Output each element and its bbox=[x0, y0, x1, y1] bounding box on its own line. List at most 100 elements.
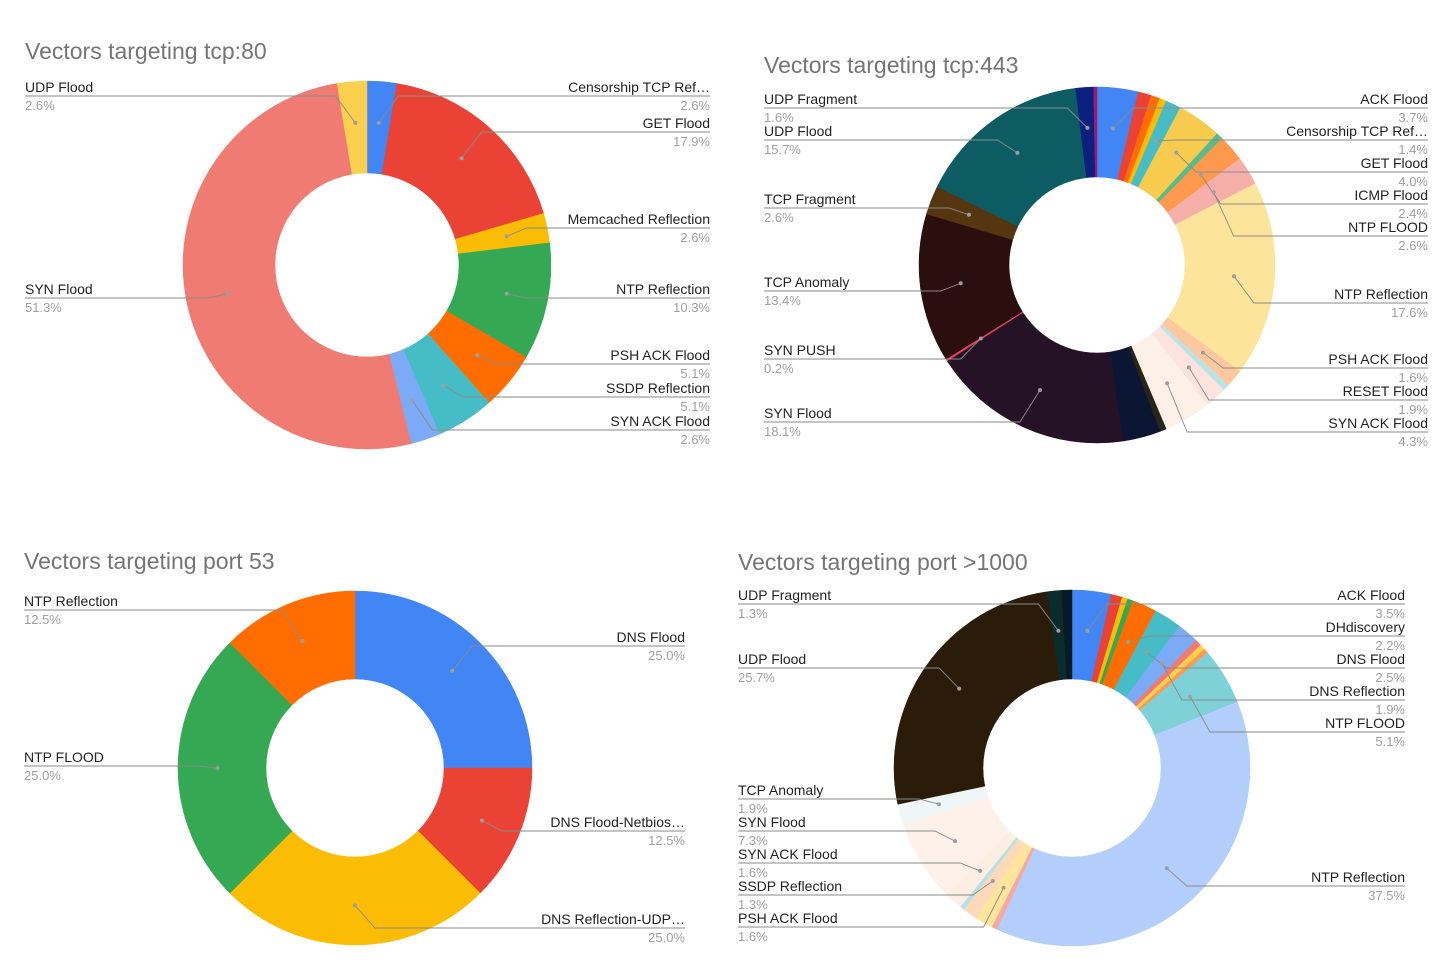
chart-title: Vectors targeting port >1000 bbox=[738, 549, 1028, 575]
slice-value: 1.3% bbox=[738, 897, 768, 912]
slice-label: TCP Anomaly bbox=[738, 782, 823, 798]
slice-value: 2.2% bbox=[1375, 638, 1405, 653]
slice-label: UDP Fragment bbox=[764, 91, 857, 107]
leader-line bbox=[764, 282, 961, 292]
leader-dot bbox=[1164, 866, 1169, 871]
leader-dot bbox=[958, 281, 963, 286]
slice-syn-flood bbox=[946, 312, 1124, 444]
leader-dot bbox=[1111, 126, 1116, 131]
leader-dot bbox=[410, 398, 415, 403]
leader-dot bbox=[1085, 125, 1090, 130]
leader-line bbox=[764, 139, 1018, 154]
slice-label: SSDP Reflection bbox=[606, 380, 710, 396]
slice-label: ICMP Flood bbox=[1354, 187, 1428, 203]
slice-udp-flood bbox=[336, 80, 368, 175]
leader-line bbox=[443, 385, 710, 398]
leader-line bbox=[738, 667, 960, 689]
leader-line bbox=[411, 399, 710, 431]
leader-line bbox=[738, 880, 994, 896]
slice-value: 12.5% bbox=[648, 833, 685, 848]
leader-dot bbox=[504, 291, 509, 296]
chart-tcp80: Vectors targeting tcp:80 Censorship TCP … bbox=[0, 0, 720, 483]
slice-value: 1.6% bbox=[764, 110, 794, 125]
slice-value: 51.3% bbox=[25, 300, 62, 315]
slice-label: RESET Flood bbox=[1343, 383, 1428, 399]
slice-ntp-flood bbox=[177, 642, 293, 894]
slice-segment-21 bbox=[1061, 589, 1073, 680]
leader-dot bbox=[353, 903, 357, 908]
leader-dot bbox=[441, 383, 446, 388]
slice-label: UDP Flood bbox=[738, 651, 806, 667]
slice-value: 2.4% bbox=[1398, 206, 1428, 221]
leader-line bbox=[506, 293, 710, 299]
chart-title: Vectors targeting tcp:80 bbox=[25, 38, 267, 64]
leader-line bbox=[764, 338, 982, 360]
leader-dot bbox=[225, 291, 230, 296]
slice-label: DNS Flood-Netbios… bbox=[550, 814, 685, 830]
slice-label: GET Flood bbox=[643, 115, 710, 131]
leader-dot bbox=[953, 839, 958, 844]
donut-chart-port53: DNS Flood 25.0% DNS Flood-Netbios… 12.5% DNS… bbox=[24, 590, 685, 946]
leader-dot bbox=[1165, 381, 1170, 386]
slice-value: 7.3% bbox=[738, 833, 768, 848]
leader-dot bbox=[1144, 649, 1149, 654]
slice-label: PSH ACK Flood bbox=[610, 347, 710, 363]
leader-line bbox=[1213, 192, 1428, 237]
slice-value: 1.6% bbox=[1398, 370, 1428, 385]
leader-line bbox=[1155, 139, 1428, 142]
slice-ntp-reflection bbox=[1167, 183, 1276, 372]
leader-dot bbox=[504, 234, 509, 239]
slice-ntp-reflection bbox=[996, 701, 1251, 947]
leader-dot bbox=[936, 802, 941, 807]
slice-value: 4.3% bbox=[1398, 434, 1428, 449]
slice-value: 15.7% bbox=[764, 142, 801, 157]
slice-value: 1.9% bbox=[1398, 402, 1428, 417]
slice-value: 5.1% bbox=[680, 399, 710, 414]
leader-line bbox=[1146, 651, 1405, 669]
slice-label: SYN ACK Flood bbox=[738, 846, 838, 862]
slice-value: 2.5% bbox=[1375, 670, 1405, 685]
leader-line bbox=[378, 95, 710, 124]
slice-value: 5.1% bbox=[1375, 734, 1405, 749]
slice-label: NTP Reflection bbox=[24, 593, 118, 609]
leader-dot bbox=[479, 818, 484, 823]
leader-line bbox=[24, 609, 303, 642]
leader-line bbox=[354, 905, 685, 929]
leader-line bbox=[764, 207, 970, 216]
slice-label: DNS Reflection bbox=[1309, 683, 1405, 699]
slice-value: 1.6% bbox=[738, 865, 768, 880]
slice-label: DHdiscovery bbox=[1326, 619, 1405, 635]
slice-label: UDP Fragment bbox=[738, 587, 831, 603]
slice-label: UDP Flood bbox=[25, 79, 93, 95]
donut-chart-port1000: ACK Flood 3.5%DHdiscovery 2.2%DNS Flood 2.5… bbox=[738, 587, 1405, 947]
slice-value: 2.6% bbox=[680, 230, 710, 245]
slice-dns-reflection-udp bbox=[229, 830, 481, 946]
leader-line bbox=[1166, 867, 1405, 887]
slice-value: 3.7% bbox=[1398, 110, 1428, 125]
slice-value: 13.4% bbox=[764, 293, 801, 308]
slice-value: 25.0% bbox=[648, 648, 685, 663]
slice-dns-flood bbox=[354, 590, 533, 769]
leader-dot bbox=[1198, 172, 1203, 177]
leader-line bbox=[1161, 663, 1405, 701]
slice-udp-flood bbox=[893, 591, 1060, 805]
slice-value: 25.0% bbox=[24, 768, 61, 783]
slice-label: SYN ACK Flood bbox=[1328, 415, 1428, 431]
slice-label: DNS Flood bbox=[1337, 651, 1405, 667]
slice-value: 1.4% bbox=[1398, 142, 1428, 157]
chart-port1000: Vectors targeting port >1000 ACK Flood 3.… bbox=[720, 483, 1440, 966]
leader-line bbox=[738, 798, 940, 805]
leader-dot bbox=[966, 212, 971, 217]
chart-port53: Vectors targeting port 53 DNS Flood 25.0%… bbox=[0, 483, 720, 966]
slice-syn-flood bbox=[182, 83, 412, 450]
leader-line bbox=[738, 830, 956, 842]
leader-dot bbox=[1201, 350, 1206, 355]
slice-value: 2.6% bbox=[680, 432, 710, 447]
slice-label: NTP FLOOD bbox=[1348, 219, 1428, 235]
leader-dot bbox=[1126, 640, 1131, 645]
slice-value: 3.5% bbox=[1375, 606, 1405, 621]
leader-dot bbox=[1159, 661, 1164, 666]
leader-dot bbox=[1015, 150, 1020, 155]
leader-line bbox=[25, 95, 356, 124]
slice-label: TCP Anomaly bbox=[764, 274, 849, 290]
